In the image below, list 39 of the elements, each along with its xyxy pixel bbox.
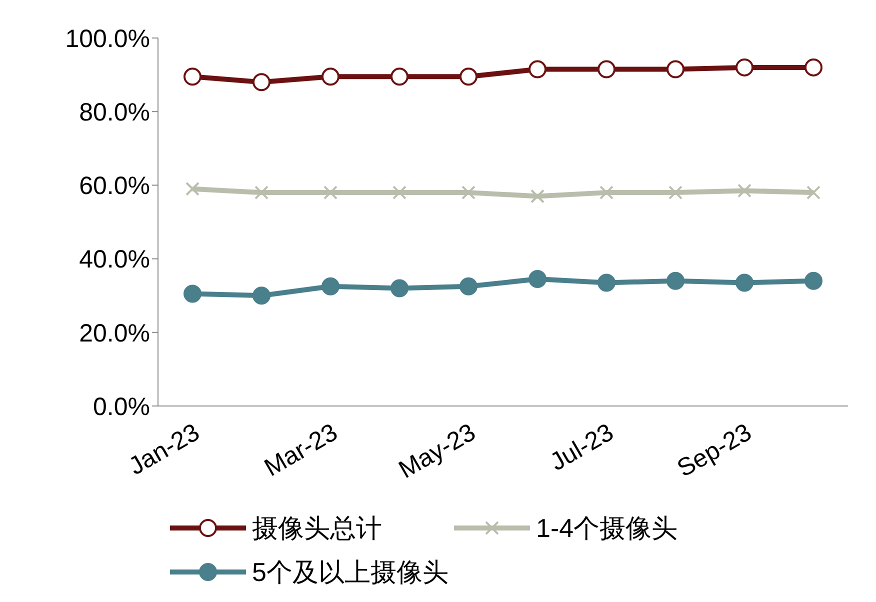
point bbox=[600, 186, 614, 200]
point bbox=[184, 284, 202, 303]
legend-label: 1-4个摄像头 bbox=[536, 512, 678, 544]
y-tick-label: 100.0% bbox=[65, 24, 150, 53]
point bbox=[390, 68, 408, 86]
point bbox=[804, 272, 822, 290]
y-tick-label: 20.0% bbox=[79, 319, 150, 348]
point bbox=[598, 60, 616, 78]
legend-label: 5个及以上摄像头 bbox=[252, 556, 448, 588]
y-tick-label: 60.0% bbox=[79, 172, 150, 200]
point bbox=[252, 286, 270, 305]
point bbox=[666, 60, 684, 78]
point bbox=[666, 272, 684, 290]
point bbox=[186, 182, 200, 196]
point bbox=[254, 186, 268, 200]
point bbox=[528, 270, 546, 288]
point bbox=[668, 186, 682, 200]
point bbox=[324, 186, 338, 200]
point bbox=[460, 68, 478, 86]
point bbox=[392, 186, 406, 200]
point bbox=[736, 58, 754, 76]
legend-label: 摄像头总计 bbox=[252, 512, 382, 544]
point bbox=[804, 58, 822, 76]
y-tick-label: 40.0% bbox=[79, 246, 150, 274]
point bbox=[806, 186, 820, 200]
point bbox=[322, 277, 340, 296]
point bbox=[598, 274, 616, 292]
point bbox=[530, 189, 544, 204]
point bbox=[252, 73, 270, 92]
point bbox=[184, 68, 202, 86]
point bbox=[528, 60, 546, 78]
y-tick-label: 0.0% bbox=[93, 392, 150, 421]
y-tick-label: 80.0% bbox=[79, 98, 150, 126]
point bbox=[460, 277, 478, 296]
point bbox=[462, 186, 476, 200]
point bbox=[390, 279, 408, 298]
point bbox=[736, 274, 754, 292]
point bbox=[738, 184, 752, 198]
point bbox=[322, 68, 340, 86]
